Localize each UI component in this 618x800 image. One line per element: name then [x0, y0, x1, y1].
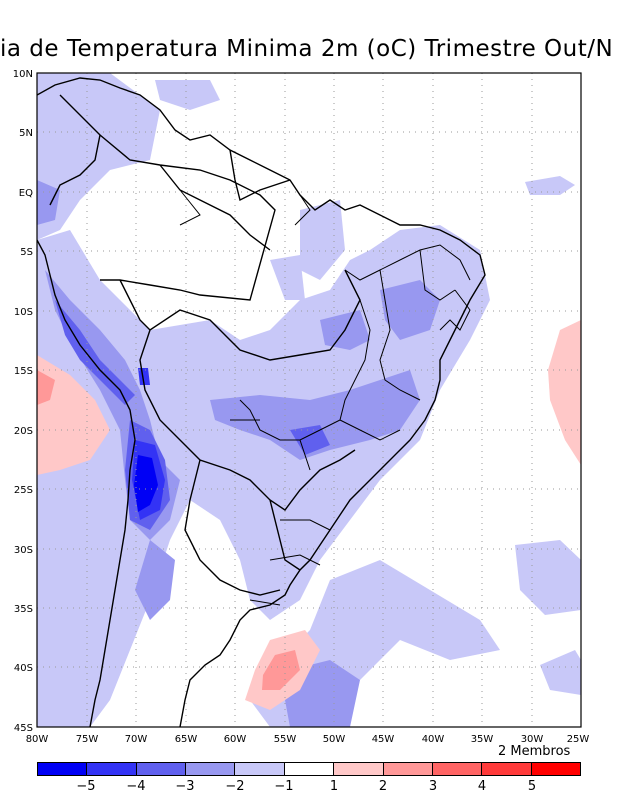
- legend-label: 4: [477, 779, 487, 794]
- legend-label: 1: [329, 779, 339, 794]
- legend-swatch: [432, 763, 483, 775]
- lon-label: 25W: [567, 734, 590, 745]
- lat-label: 40S: [14, 663, 33, 674]
- legend-label: −2: [225, 779, 245, 794]
- lat-label: 5S: [20, 247, 33, 258]
- legend-label: 3: [428, 779, 438, 794]
- legend-swatch: [235, 763, 285, 775]
- legend-swatch: [482, 763, 532, 775]
- coastline: [37, 77, 486, 727]
- legend-swatch: [87, 763, 137, 775]
- lat-label: 10N: [13, 69, 33, 80]
- anomaly-red-areas: [37, 370, 300, 690]
- lon-label: 50W: [323, 734, 346, 745]
- lat-label: 25S: [14, 485, 33, 496]
- legend-swatch: [334, 763, 384, 775]
- anomaly-fields: [37, 73, 581, 727]
- legend-swatch: [38, 763, 88, 775]
- lat-label: 15S: [14, 366, 33, 377]
- lat-label: 45S: [14, 723, 33, 734]
- anomaly-deepest-blue-areas: [134, 455, 158, 512]
- legend-swatch: [383, 763, 433, 775]
- longitude-labels: 80W 75W 70W 65W 60W 55W 50W 45W 40W 35W …: [26, 734, 590, 745]
- lat-label: 35S: [14, 604, 33, 615]
- legend-swatch: [136, 763, 187, 775]
- plot-frame: [36, 72, 582, 728]
- lon-label: 75W: [76, 734, 99, 745]
- latitude-labels: 10N 5N EQ 5S 10S 15S 20S 25S 30S 35S 40S…: [13, 69, 33, 734]
- country-borders: [49, 94, 361, 596]
- lat-label: 20S: [14, 426, 33, 437]
- map-title: ia de Temperatura Minima 2m (oC) Trimest…: [0, 36, 614, 62]
- lon-label: 65W: [175, 734, 198, 745]
- lat-label: 10S: [14, 307, 33, 318]
- members-note: 2 Membros: [498, 744, 571, 759]
- state-borders: [179, 189, 471, 606]
- color-legend: −5 −4 −3 −2 −1 1 2 3 4 5: [37, 762, 581, 798]
- gridlines: [37, 73, 581, 727]
- legend-label: −5: [76, 779, 96, 794]
- lon-label: 80W: [26, 734, 49, 745]
- lon-label: 70W: [125, 734, 148, 745]
- lon-label: 35W: [471, 734, 494, 745]
- lon-label: 60W: [224, 734, 247, 745]
- legend-label: −4: [126, 779, 146, 794]
- legend-colorbar: [37, 762, 581, 776]
- lon-label: 40W: [422, 734, 445, 745]
- legend-swatch: [284, 763, 335, 775]
- lat-label: 5N: [19, 128, 33, 139]
- lon-label: 30W: [521, 734, 544, 745]
- legend-swatch: [531, 763, 580, 775]
- legend-label: −1: [274, 779, 294, 794]
- coastline-borders: [37, 77, 486, 727]
- lat-label: 30S: [14, 545, 33, 556]
- lon-label: 55W: [274, 734, 297, 745]
- anomaly-light-blue-areas: [37, 73, 581, 727]
- legend-label: −3: [175, 779, 195, 794]
- lon-label: 45W: [372, 734, 395, 745]
- legend-swatch: [186, 763, 236, 775]
- lat-label: EQ: [19, 188, 33, 199]
- legend-label: 2: [378, 779, 388, 794]
- legend-label: 5: [527, 779, 537, 794]
